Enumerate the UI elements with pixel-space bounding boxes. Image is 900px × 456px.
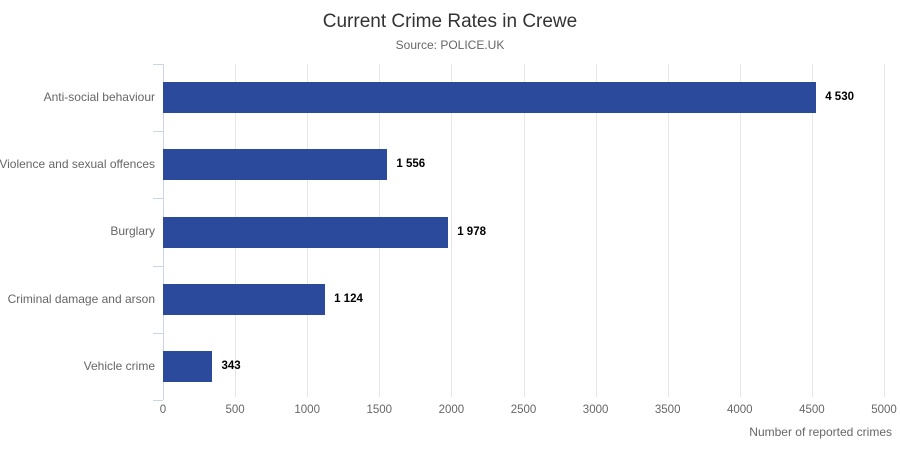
gridline [739, 64, 741, 397]
category-label: Anti-social behaviour [43, 90, 155, 104]
category-axis-tick [153, 64, 163, 65]
chart-subtitle: Source: POLICE.UK [395, 38, 505, 52]
gridline [884, 64, 885, 397]
x-tick-label: 4500 [799, 404, 825, 416]
x-tick-label: 2000 [438, 404, 465, 416]
x-tick-label: 0 [159, 404, 167, 416]
value-label: 1 556 [396, 158, 426, 171]
x-tick-label: 4000 [727, 404, 753, 416]
category-label: Violence and sexual offences [0, 157, 155, 172]
bar[interactable] [163, 82, 817, 114]
x-axis-title: Number of reported crimes [749, 425, 892, 439]
x-tick-label: 2500 [510, 404, 537, 416]
category-axis-tick [153, 266, 163, 267]
bar[interactable] [163, 283, 326, 315]
chart-title: Current Crime Rates in Crewe [322, 11, 578, 32]
category-label: Vehicle crime [83, 358, 155, 373]
bar[interactable] [163, 216, 449, 248]
value-label: 1 124 [334, 292, 363, 305]
bar[interactable] [163, 350, 213, 382]
x-tick-label: 3500 [654, 404, 681, 416]
category-axis-tick [153, 131, 163, 132]
bar[interactable] [163, 149, 388, 181]
gridline [811, 64, 813, 397]
x-tick-label: 1500 [366, 404, 393, 416]
value-label: 343 [221, 359, 241, 372]
x-tick-label: 1000 [294, 404, 320, 416]
gridline [667, 64, 669, 397]
value-label: 4 530 [825, 91, 854, 104]
gridline [451, 64, 453, 397]
gridline [595, 64, 597, 397]
category-axis-tick [153, 333, 163, 334]
category-label: Criminal damage and arson [7, 291, 155, 306]
value-label: 1 978 [457, 225, 486, 238]
category-axis-tick [153, 198, 163, 199]
category-label: Burglary [110, 224, 155, 239]
x-tick-label: 500 [225, 404, 245, 416]
x-tick-label: 3000 [582, 404, 609, 416]
gridline [523, 64, 525, 397]
category-axis-tick [153, 400, 163, 401]
x-tick-label: 5000 [871, 404, 897, 416]
